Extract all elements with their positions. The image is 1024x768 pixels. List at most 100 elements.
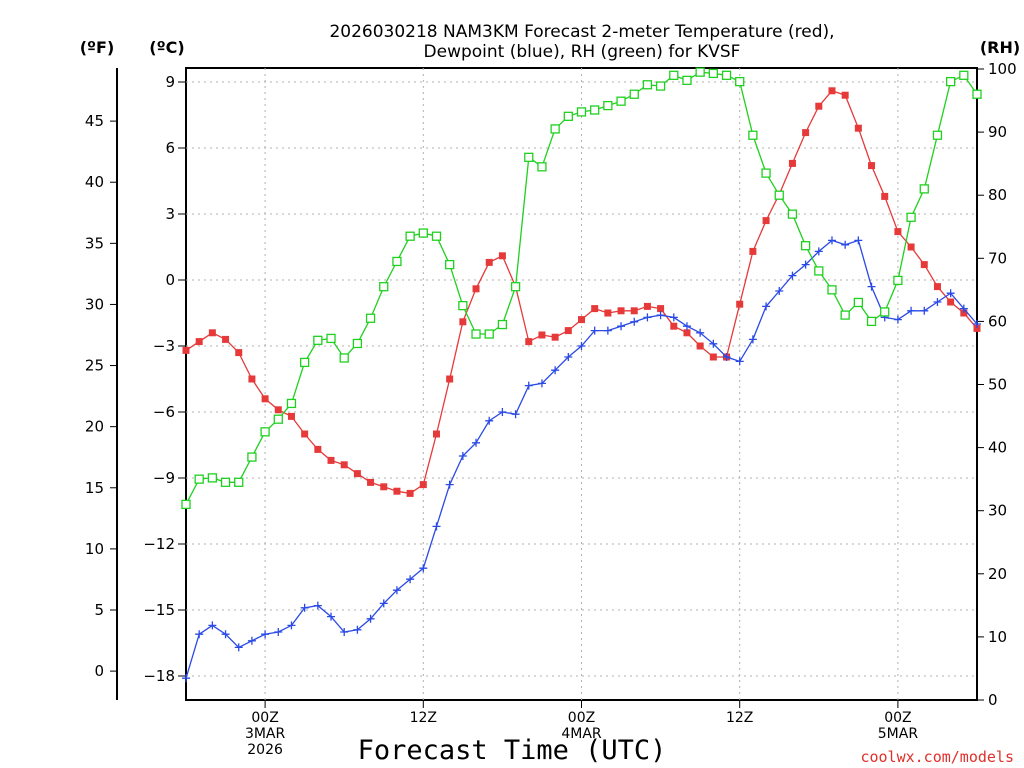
- rh-point-42: [735, 76, 745, 87]
- temperature-point-8: [287, 412, 295, 420]
- rh-point-55: [906, 212, 916, 222]
- time-tick-label: 00Z: [568, 710, 595, 726]
- time-tick-label: 12Z: [410, 710, 437, 726]
- dewpoint-point-31: [590, 326, 599, 335]
- celsius-tick-label: 3: [165, 205, 175, 223]
- temperature-point-38: [683, 329, 691, 337]
- rh-point-5: [247, 452, 257, 462]
- temperature-point-5: [248, 375, 256, 383]
- rh-tick-label: 80: [988, 186, 1007, 204]
- series-rh: [181, 67, 982, 510]
- dewpoint-point-46: [788, 271, 797, 280]
- dewpoint-point-27: [537, 379, 546, 388]
- rh-point-0: [181, 499, 191, 510]
- rh-point-39: [695, 67, 705, 77]
- temperature-point-3: [222, 335, 230, 343]
- rh-tick-label: 30: [988, 502, 1007, 520]
- temperature-point-24: [498, 252, 506, 260]
- rh-point-51: [853, 297, 863, 308]
- rh-point-3: [220, 477, 231, 487]
- credit-link[interactable]: coolwx.com/models: [860, 748, 1014, 766]
- temperature-point-51: [854, 124, 862, 132]
- series-dewpoint: [182, 236, 981, 683]
- dewpoint-point-39: [696, 328, 705, 337]
- rh-point-37: [669, 70, 679, 80]
- temperature-point-54: [894, 228, 902, 236]
- dewpoint-point-47: [801, 260, 810, 269]
- rh-point-10: [313, 335, 323, 345]
- temperature-point-44: [762, 217, 770, 225]
- rh-tick-label: 90: [988, 123, 1007, 141]
- dewpoint-point-26: [524, 381, 533, 390]
- dewpoint-point-21: [458, 452, 467, 460]
- dewpoint-point-9: [300, 603, 309, 612]
- dewpoint-point-55: [907, 306, 916, 315]
- temperature-point-2: [208, 329, 216, 337]
- rh-point-19: [431, 231, 442, 241]
- time-tick-label: 3MAR: [245, 726, 286, 742]
- celsius-tick-label: −3: [153, 337, 175, 355]
- temperature-point-60: [973, 324, 981, 332]
- temperature-point-57: [933, 283, 941, 291]
- temperature-point-18: [419, 481, 427, 489]
- dewpoint-point-8: [287, 621, 296, 630]
- dewpoint-point-24: [498, 408, 507, 416]
- rh-tick-label: 10: [988, 628, 1007, 646]
- rh-point-16: [392, 256, 402, 267]
- temperature-point-58: [947, 298, 955, 306]
- dewpoint-point-36: [656, 311, 665, 320]
- rh-point-18: [418, 228, 428, 238]
- rh-point-49: [827, 285, 837, 295]
- fahrenheit-tick-label: 20: [85, 418, 104, 436]
- temperature-point-16: [393, 487, 401, 495]
- time-tick-label: 00Z: [251, 710, 278, 726]
- dewpoint-point-10: [313, 601, 322, 610]
- celsius-tick-label: −15: [143, 601, 175, 619]
- temperature-point-22: [472, 285, 480, 293]
- rh-tick-label: 70: [988, 249, 1007, 267]
- temperature-point-31: [591, 305, 599, 313]
- temperature-point-27: [538, 331, 546, 339]
- temperature-point-9: [301, 430, 309, 438]
- dewpoint-point-28: [551, 366, 560, 375]
- dewpoint-point-20: [445, 480, 454, 489]
- rh-point-26: [524, 152, 534, 162]
- dewpoint-point-29: [564, 353, 573, 361]
- rh-point-53: [880, 307, 890, 317]
- temperature-point-26: [525, 338, 533, 346]
- dewpoint-point-19: [432, 522, 441, 531]
- rh-point-36: [655, 81, 666, 91]
- dewpoint-point-48: [814, 247, 823, 256]
- temperature-point-49: [828, 87, 836, 95]
- dewpoint-point-44: [762, 302, 771, 311]
- temperature-point-15: [380, 483, 388, 491]
- celsius-tick-label: 0: [165, 271, 175, 289]
- rh-point-38: [682, 75, 692, 86]
- dewpoint-point-5: [247, 636, 256, 645]
- dewpoint-point-40: [709, 339, 718, 348]
- series-layer: [181, 67, 982, 683]
- dewpoint-point-54: [893, 315, 902, 324]
- fahrenheit-tick-label: 15: [85, 479, 104, 497]
- rh-point-57: [932, 130, 943, 140]
- temperature-point-55: [907, 243, 915, 251]
- rh-point-31: [590, 105, 600, 115]
- rh-point-7: [273, 414, 283, 424]
- fahrenheit-tick-label: 10: [85, 540, 104, 558]
- temperature-point-28: [551, 333, 559, 341]
- dewpoint-point-1: [195, 630, 204, 639]
- temperature-point-30: [578, 316, 585, 324]
- rh-point-24: [497, 319, 508, 330]
- rh-point-21: [458, 300, 468, 311]
- temperature-point-23: [485, 258, 493, 266]
- temperature-point-53: [881, 192, 889, 200]
- rh-tick-label: 0: [988, 691, 998, 709]
- dewpoint-point-60: [973, 320, 981, 328]
- temperature-point-37: [670, 322, 678, 330]
- rh-point-43: [748, 130, 758, 140]
- dewpoint-point-0: [182, 674, 190, 683]
- temperature-point-21: [459, 318, 467, 326]
- dewpoint-point-30: [577, 342, 586, 350]
- rh-point-59: [959, 70, 969, 80]
